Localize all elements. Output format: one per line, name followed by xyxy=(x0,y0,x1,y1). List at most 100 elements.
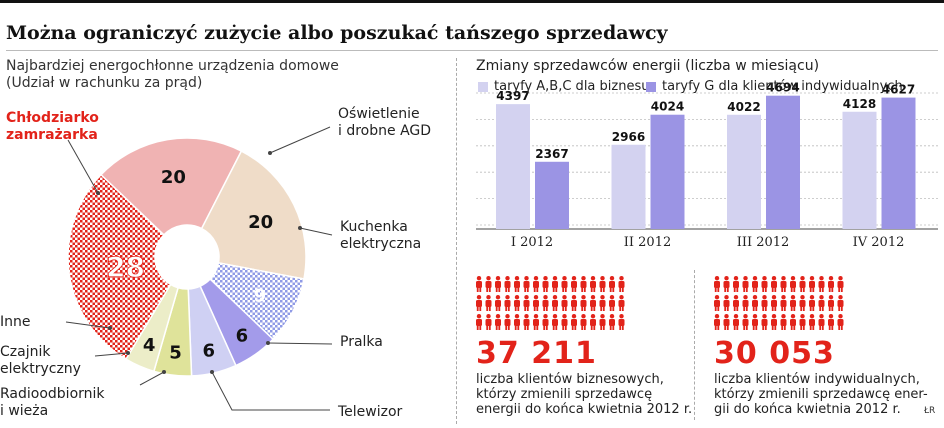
person-icon xyxy=(504,276,511,292)
person-icon xyxy=(580,295,587,311)
pie-slice xyxy=(99,137,243,236)
pie-slice xyxy=(67,173,172,361)
bar xyxy=(842,111,877,229)
person-icon xyxy=(714,295,720,311)
person-icon xyxy=(723,295,730,311)
person-icon xyxy=(609,295,615,311)
person-icon xyxy=(780,314,787,330)
pie-label-radio: Radioodbiornik i wieża xyxy=(0,386,105,419)
x-tick-label: III 2012 xyxy=(737,235,790,250)
legend-label-business: taryfy A,B,C dla biznesu xyxy=(494,79,650,94)
callout-line xyxy=(267,342,333,345)
person-icon xyxy=(618,314,625,330)
person-icon xyxy=(476,314,482,330)
pie-slice-value: 6 xyxy=(202,340,215,361)
person-icon xyxy=(561,276,568,292)
bar-value-label: 4694 xyxy=(766,81,799,95)
person-icon xyxy=(742,295,749,311)
bar-value-label: 4397 xyxy=(496,89,529,103)
legend-label-individual: taryfy G dla klientów indywidualnych xyxy=(662,79,903,94)
pie-slice xyxy=(200,150,307,280)
bar xyxy=(650,114,685,229)
person-icon xyxy=(495,314,501,330)
callout-dot xyxy=(108,326,112,330)
page-title: Można ograniczyć zużycie albo poszukać t… xyxy=(6,22,668,44)
person-icon xyxy=(514,295,520,311)
bar-value-label: 4022 xyxy=(727,100,760,114)
person-icon xyxy=(552,314,558,330)
person-icon xyxy=(799,276,806,292)
person-icon xyxy=(723,276,730,292)
person-icon xyxy=(618,276,625,292)
callout-dot xyxy=(210,370,214,374)
section-divider xyxy=(456,58,457,424)
bar xyxy=(535,161,569,229)
x-tick-label: IV 2012 xyxy=(853,235,905,250)
person-icon xyxy=(504,295,511,311)
bar xyxy=(766,95,800,229)
stat-business-text: liczba klientów biznesowych, którzy zmie… xyxy=(476,372,693,417)
person-icon xyxy=(771,276,777,292)
person-icon xyxy=(533,295,539,311)
person-icon xyxy=(590,314,596,330)
person-icon xyxy=(514,314,520,330)
person-icon xyxy=(542,295,549,311)
person-icon xyxy=(485,314,492,330)
person-icon xyxy=(476,276,482,292)
person-icon xyxy=(476,295,482,311)
pie-slice-value: 28 xyxy=(106,250,145,283)
person-icon xyxy=(771,314,777,330)
pie-slice-value: 20 xyxy=(161,167,186,188)
callout-line xyxy=(65,321,111,329)
person-icon xyxy=(790,314,796,330)
person-icon xyxy=(485,295,492,311)
callout-dot xyxy=(268,151,272,155)
person-icon xyxy=(714,276,720,292)
person-icon xyxy=(780,295,787,311)
person-icon xyxy=(571,295,577,311)
pie-label-inne: Inne xyxy=(0,314,31,330)
bar xyxy=(881,97,916,229)
callout-dot xyxy=(266,341,270,345)
pie-label-oswietlenie: Oświetlenie i drobne AGD xyxy=(338,106,432,139)
person-icon xyxy=(495,295,501,311)
person-icon xyxy=(799,314,806,330)
person-icon xyxy=(714,314,720,330)
person-icon xyxy=(523,276,530,292)
person-icon xyxy=(561,295,568,311)
pie-slice-value: 4 xyxy=(143,335,156,356)
person-icon xyxy=(599,314,606,330)
legend-swatch-business xyxy=(478,81,488,92)
person-icon xyxy=(761,295,768,311)
pie-label-chlodziarka: Chłodziarko zamrażarka xyxy=(6,110,99,143)
stat-individual-text: liczba klientów indywidualnych, którzy z… xyxy=(714,372,928,417)
bar xyxy=(611,144,646,229)
stat-individual-value: 30 053 xyxy=(714,336,835,371)
person-icon xyxy=(818,314,825,330)
pie-slice-value: 9 xyxy=(254,285,267,306)
person-icon xyxy=(761,276,768,292)
callout-dot xyxy=(126,351,130,355)
x-tick-label: II 2012 xyxy=(624,235,672,250)
person-icon xyxy=(733,276,739,292)
person-icon xyxy=(590,295,596,311)
pie-label-czajnik: Czajnik elektryczny xyxy=(0,344,81,377)
person-icon xyxy=(828,276,834,292)
person-icon xyxy=(771,295,777,311)
bar-chart: 4397 2367 I 2012 2966 4024 II 2012 4022 4694 III… xyxy=(476,81,938,250)
person-icon xyxy=(495,276,501,292)
top-border xyxy=(0,0,944,3)
person-icon xyxy=(590,276,596,292)
person-icon xyxy=(780,276,787,292)
person-icon xyxy=(733,295,739,311)
person-icon xyxy=(799,295,806,311)
callout-dot xyxy=(298,226,302,230)
bar-value-label: 4627 xyxy=(882,83,915,97)
title-divider xyxy=(6,50,938,51)
person-icon xyxy=(837,314,844,330)
callout-line xyxy=(269,126,331,154)
person-icon xyxy=(599,295,606,311)
pie-label-kuchenka: Kuchenka elektryczna xyxy=(340,219,422,252)
credit: ŁR xyxy=(924,406,936,416)
